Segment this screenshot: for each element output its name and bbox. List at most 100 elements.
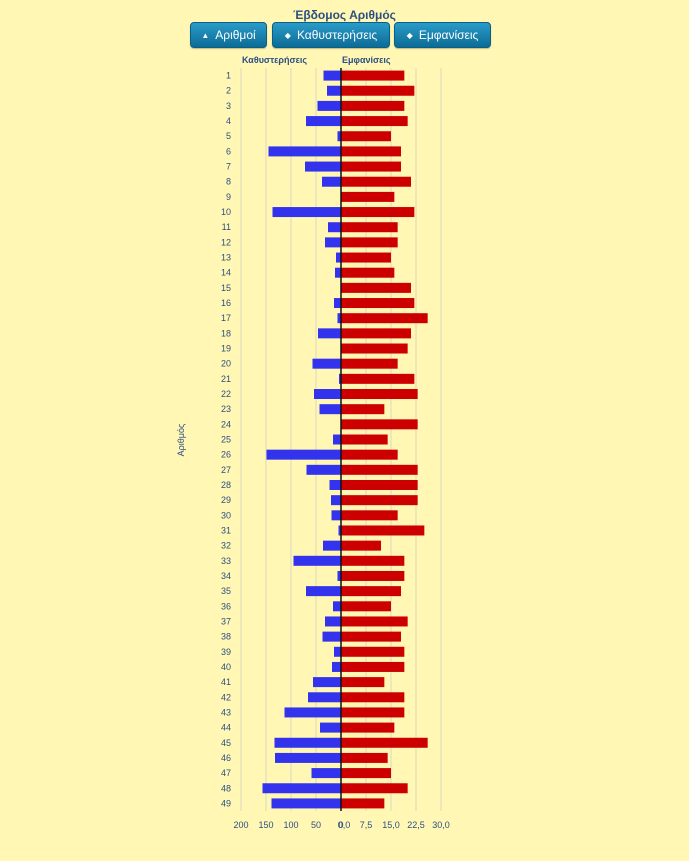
sort-icon: ◆ bbox=[406, 31, 413, 40]
appearance-bar bbox=[341, 646, 405, 657]
category-label: 15 bbox=[221, 283, 231, 293]
x-tick-label-left: 100 bbox=[283, 820, 298, 830]
category-label: 18 bbox=[221, 328, 231, 338]
category-label: 1 bbox=[226, 71, 231, 81]
appearance-bar bbox=[341, 267, 395, 278]
category-label: 38 bbox=[221, 632, 231, 642]
appearance-bar bbox=[341, 540, 381, 551]
appearance-bar bbox=[341, 389, 418, 400]
sort-by-delays-button[interactable]: ◆ Καθυστερήσεις bbox=[272, 22, 390, 48]
category-label: 37 bbox=[221, 616, 231, 626]
category-label: 12 bbox=[221, 237, 231, 247]
delay-bar bbox=[332, 661, 341, 672]
category-label: 33 bbox=[221, 556, 231, 566]
appearance-bar bbox=[341, 601, 391, 612]
sort-by-appearances-button[interactable]: ◆ Εμφανίσεις bbox=[394, 22, 491, 48]
category-label: 25 bbox=[221, 435, 231, 445]
category-label: 17 bbox=[221, 313, 231, 323]
category-label: 24 bbox=[221, 419, 231, 429]
appearance-bar bbox=[341, 313, 428, 324]
category-label: 10 bbox=[221, 207, 231, 217]
category-label: 41 bbox=[221, 677, 231, 687]
appearance-bar bbox=[341, 707, 405, 718]
delay-bar bbox=[305, 161, 341, 172]
delay-bar bbox=[336, 252, 341, 263]
appearance-bar bbox=[341, 661, 405, 672]
delay-bar bbox=[306, 464, 341, 475]
appearance-bar bbox=[341, 373, 415, 384]
delays-series-header: Καθυστερήσεις bbox=[242, 55, 308, 65]
delay-bar bbox=[333, 601, 341, 612]
appearance-bar bbox=[341, 419, 418, 430]
x-tick-label-left: 0 bbox=[338, 820, 343, 830]
delay-bar bbox=[325, 237, 341, 248]
delay-bar bbox=[308, 692, 341, 703]
category-label: 47 bbox=[221, 768, 231, 778]
delay-bar bbox=[318, 328, 341, 339]
appearance-bar bbox=[341, 555, 405, 566]
sort-by-number-button[interactable]: ▲ Αριθμοί bbox=[190, 22, 267, 48]
delay-bar bbox=[323, 540, 341, 551]
delay-bar bbox=[320, 722, 341, 733]
sort-up-icon: ▲ bbox=[201, 31, 210, 40]
delay-bar bbox=[266, 449, 341, 460]
appearance-bar bbox=[341, 207, 415, 218]
delay-bar bbox=[275, 752, 341, 763]
appearance-bar bbox=[341, 768, 391, 779]
category-label: 36 bbox=[221, 601, 231, 611]
category-label: 2 bbox=[226, 86, 231, 96]
delay-bar bbox=[327, 85, 341, 96]
appearance-bar bbox=[341, 252, 391, 263]
appearance-bar bbox=[341, 358, 398, 369]
appearance-bar bbox=[341, 116, 408, 127]
category-label: 30 bbox=[221, 510, 231, 520]
category-label: 20 bbox=[221, 359, 231, 369]
delay-bar bbox=[319, 404, 341, 415]
sort-by-appearances-label: Εμφανίσεις bbox=[418, 28, 479, 42]
delay-bar bbox=[272, 207, 341, 218]
appearance-bar bbox=[341, 616, 408, 627]
category-label: 35 bbox=[221, 586, 231, 596]
category-label: 49 bbox=[221, 798, 231, 808]
x-tick-label-left: 50 bbox=[311, 820, 321, 830]
sort-by-number-label: Αριθμοί bbox=[215, 28, 256, 42]
appearance-bar bbox=[341, 752, 388, 763]
delay-bar bbox=[306, 116, 341, 127]
appearance-bar bbox=[341, 692, 405, 703]
appearance-bar bbox=[341, 85, 415, 96]
delay-bar bbox=[337, 570, 341, 581]
category-label: 46 bbox=[221, 753, 231, 763]
delay-bar bbox=[284, 707, 341, 718]
appearance-bar bbox=[341, 449, 398, 460]
delay-bar bbox=[333, 434, 341, 445]
appearance-bar bbox=[341, 298, 415, 309]
category-label: 29 bbox=[221, 495, 231, 505]
appearance-bar bbox=[341, 586, 401, 597]
delay-bar bbox=[311, 768, 341, 779]
delay-bar bbox=[337, 313, 341, 324]
delay-bar bbox=[334, 646, 341, 657]
delay-bar bbox=[339, 373, 341, 384]
appearance-bar bbox=[341, 70, 405, 81]
appearance-bar bbox=[341, 282, 411, 293]
category-label: 3 bbox=[226, 101, 231, 111]
category-label: 43 bbox=[221, 707, 231, 717]
x-tick-label-right: 0,0 bbox=[338, 820, 351, 830]
delay-bar bbox=[325, 616, 341, 627]
category-label: 40 bbox=[221, 662, 231, 672]
appearance-bar bbox=[341, 146, 401, 157]
delay-bar bbox=[312, 358, 341, 369]
category-label: 7 bbox=[226, 162, 231, 172]
category-label: 14 bbox=[221, 268, 231, 278]
appearance-bar bbox=[341, 464, 418, 475]
appearance-bar bbox=[341, 570, 405, 581]
category-label: 27 bbox=[221, 465, 231, 475]
category-label: 39 bbox=[221, 647, 231, 657]
category-label: 44 bbox=[221, 723, 231, 733]
category-label: 42 bbox=[221, 692, 231, 702]
delay-bar bbox=[337, 131, 341, 142]
appearance-bar bbox=[341, 525, 425, 536]
delay-bar bbox=[335, 267, 341, 278]
delay-bar bbox=[306, 586, 341, 597]
appearance-bar bbox=[341, 131, 391, 142]
